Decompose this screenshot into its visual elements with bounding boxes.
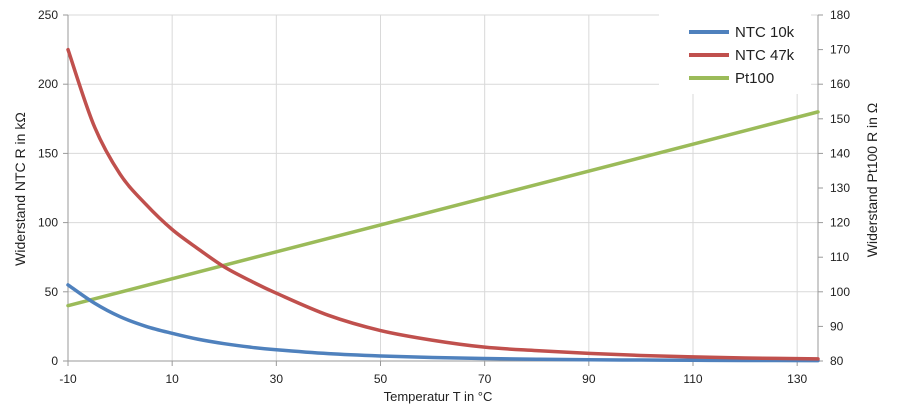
- y-left-tick-labels: 0 50 100 150 200 250: [38, 8, 58, 368]
- y-left-tick-label: 50: [45, 285, 59, 299]
- y-right-tick-label: 100: [830, 285, 850, 299]
- legend-background: [659, 12, 811, 94]
- y-right-tick-label: 80: [830, 354, 844, 368]
- y-right-tick-label: 130: [830, 181, 850, 195]
- y-left-tick-label: 200: [38, 77, 58, 91]
- x-tick-label: 10: [165, 372, 179, 386]
- x-tick-label: 30: [270, 372, 284, 386]
- y-right-axis-label: Widerstand Pt100 R in Ω: [864, 103, 880, 257]
- x-tick-label: -10: [59, 372, 77, 386]
- x-tick-label: 130: [787, 372, 807, 386]
- y-right-tick-labels: 80 90 100 110 120 130 140 150 160 170 180: [830, 8, 850, 368]
- y-right-tick-label: 180: [830, 8, 850, 22]
- y-left-tick-label: 250: [38, 8, 58, 22]
- series-lines: [66, 47, 820, 363]
- y-right-tick-label: 120: [830, 216, 850, 230]
- y-right-tick-label: 170: [830, 43, 850, 57]
- x-tick-label: 70: [478, 372, 492, 386]
- series-line-ntc-47k: [66, 47, 820, 361]
- y-right-tick-label: 90: [830, 319, 844, 333]
- legend-label-ntc-47k: NTC 47k: [735, 47, 795, 64]
- legend-label-pt100: Pt100: [735, 70, 774, 87]
- x-tick-labels: -10 10 30 50 70 90 110 130: [59, 372, 807, 386]
- y-right-tick-label: 110: [830, 250, 849, 264]
- y-left-tick-label: 0: [51, 354, 58, 368]
- series-line-pt100: [66, 110, 820, 308]
- series-line-ntc-10k: [66, 283, 820, 363]
- y-right-tick-label: 140: [830, 146, 850, 160]
- x-axis-label: Temperatur T in °C: [384, 389, 493, 404]
- x-tick-label: 50: [374, 372, 388, 386]
- y-left-tick-label: 150: [38, 146, 58, 160]
- legend: NTC 10k NTC 47k Pt100: [659, 12, 811, 94]
- x-tick-label: 90: [582, 372, 596, 386]
- y-right-tick-label: 150: [830, 112, 850, 126]
- legend-label-ntc-10k: NTC 10k: [735, 24, 795, 41]
- y-right-tick-label: 160: [830, 77, 850, 91]
- y-left-tick-label: 100: [38, 216, 58, 230]
- y-left-axis-label: Widerstand NTC R in kΩ: [12, 112, 28, 266]
- x-tick-label: 110: [683, 372, 702, 386]
